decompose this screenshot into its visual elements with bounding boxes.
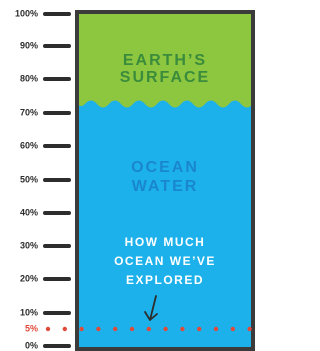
marker-dot	[46, 327, 50, 331]
marker-dot	[163, 327, 167, 331]
region-label: OCEAN WE’VE	[114, 254, 216, 268]
scale-label: 80%	[20, 73, 38, 83]
scale-label: 50%	[20, 174, 38, 184]
marker-dot	[231, 327, 235, 331]
infographic: 100% 90% 80% 70% 60% 50% 40% 30% 20% 10% 5% 0% EARTH…	[0, 0, 256, 351]
scale-label: 30%	[20, 240, 38, 250]
marker-dot	[247, 327, 251, 331]
marker-dot	[214, 327, 218, 331]
region-label: SURFACE	[120, 69, 210, 86]
scale-label: 70%	[20, 107, 38, 117]
marker-dot	[63, 327, 67, 331]
scale-label: 60%	[20, 140, 38, 150]
scale-label: 0%	[25, 340, 38, 350]
marker-dot	[147, 327, 151, 331]
marker-dot	[180, 327, 184, 331]
scale-label: 5%	[25, 323, 38, 333]
scale-label: 20%	[20, 273, 38, 283]
marker-dot	[113, 327, 117, 331]
scale-label: 100%	[15, 8, 38, 18]
scale-label: 90%	[20, 40, 38, 50]
marker-dot	[197, 327, 201, 331]
marker-dot	[130, 327, 134, 331]
region-label: EXPLORED	[126, 273, 204, 287]
scale-label: 10%	[20, 307, 38, 317]
region-label: WATER	[132, 178, 199, 195]
marker-dot	[79, 327, 83, 331]
region-label: HOW MUCH	[125, 235, 206, 249]
region-label: EARTH’S	[123, 52, 207, 69]
marker-dot	[96, 327, 100, 331]
region-label: OCEAN	[131, 159, 199, 176]
scale-label: 40%	[20, 207, 38, 217]
